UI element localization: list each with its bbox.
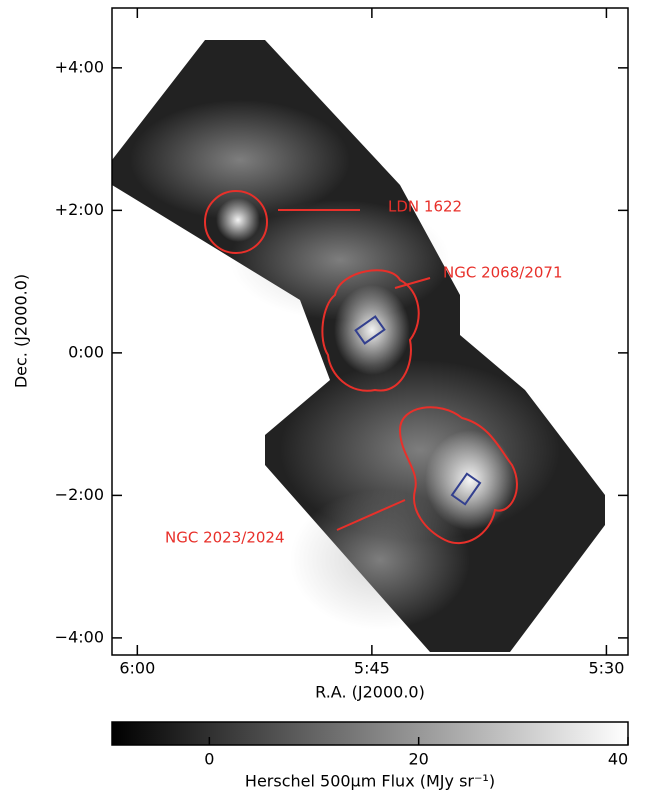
sky-image — [112, 40, 605, 652]
colorbar-tick-label: 40 — [608, 750, 628, 769]
colorbar-tick-label: 0 — [204, 750, 214, 769]
y-axis-label: Dec. (J2000.0) — [12, 274, 31, 388]
colorbar — [111, 721, 629, 746]
y-tick-label: +2:00 — [55, 200, 104, 219]
emission — [334, 285, 410, 375]
annotation: NGC 2068/2071 — [443, 264, 563, 282]
y-tick-label: +4:00 — [55, 57, 104, 76]
contour — [204, 190, 268, 254]
annotation: LDN 1622 — [388, 198, 462, 216]
emission — [230, 200, 450, 320]
contour — [398, 406, 518, 545]
y-tick-label: −2:00 — [55, 485, 104, 504]
contour — [321, 269, 420, 392]
x-axis-label: R.A. (J2000.0) — [315, 683, 425, 702]
emission — [216, 198, 260, 242]
x-tick-label: 5:30 — [588, 659, 624, 678]
annotation: NGC 2023/2024 — [165, 529, 285, 547]
leader-line — [394, 277, 431, 289]
colorbar-label: Herschel 500μm Flux (MJy sr⁻¹) — [245, 772, 495, 791]
x-tick-label: 6:00 — [119, 659, 155, 678]
source-box — [354, 315, 386, 345]
contours — [204, 190, 518, 545]
y-tick-label: 0:00 — [68, 342, 104, 361]
emission — [130, 100, 350, 220]
source-box — [450, 472, 482, 506]
y-tick-label: −4:00 — [55, 627, 104, 646]
plot-frame — [111, 7, 629, 656]
emission — [425, 430, 515, 530]
x-tick-label: 5:45 — [354, 659, 390, 678]
colorbar-tick-label: 20 — [408, 750, 428, 769]
leader-line — [336, 499, 406, 531]
